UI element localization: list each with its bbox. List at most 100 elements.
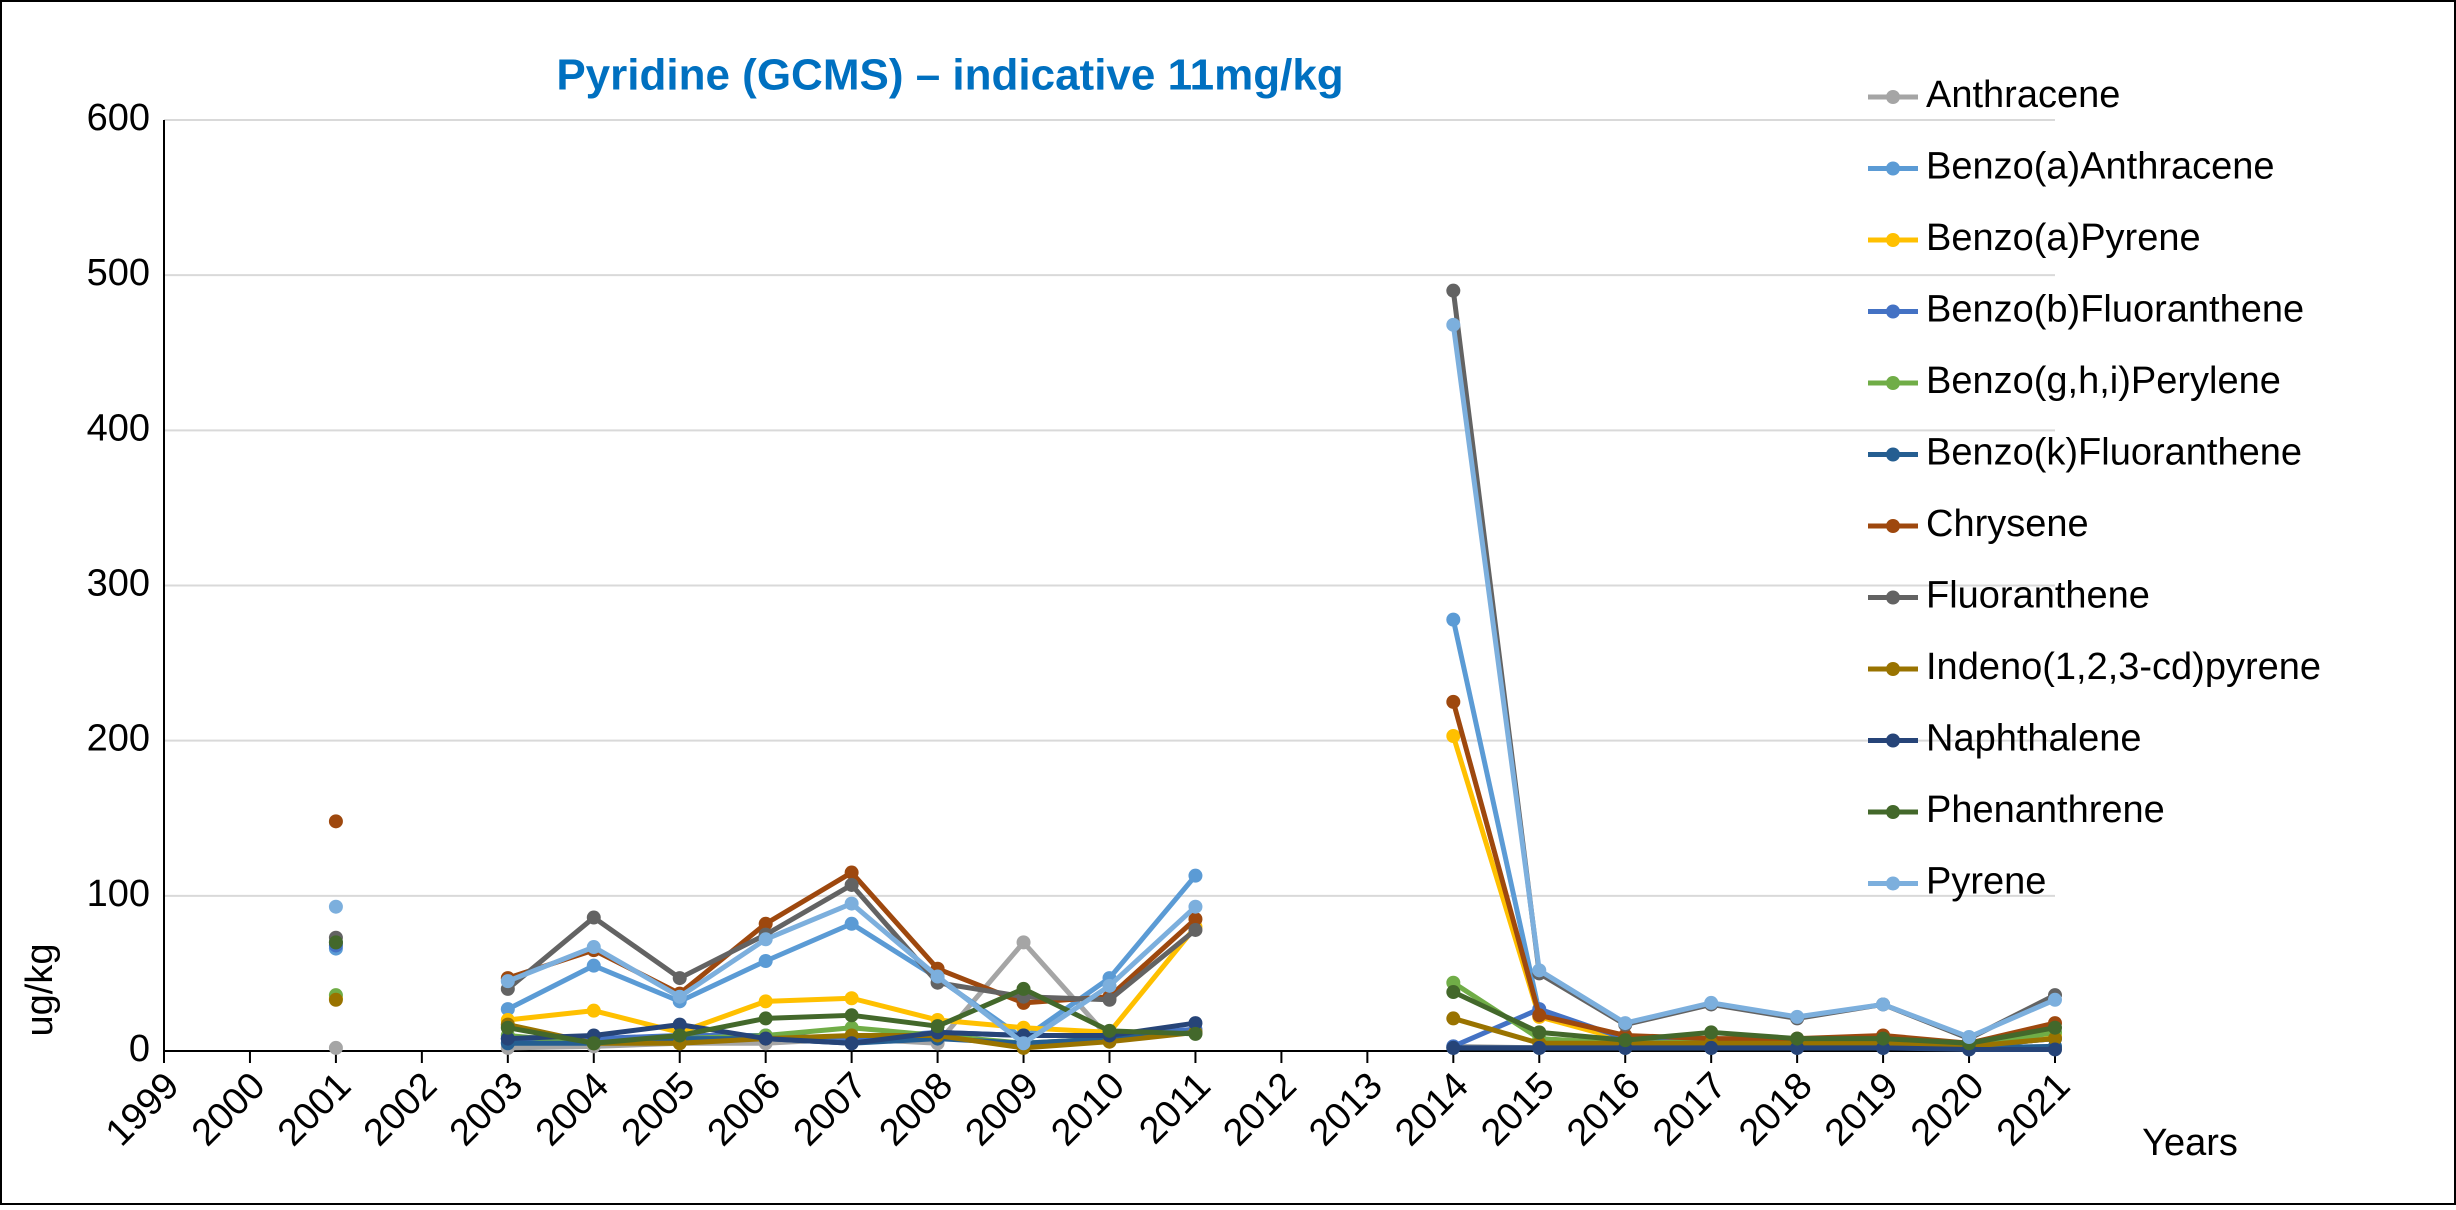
data-point (1790, 1031, 1805, 1046)
legend-marker (1886, 805, 1900, 819)
data-point (1704, 1040, 1719, 1055)
data-point (844, 865, 859, 880)
data-point (586, 1003, 601, 1018)
data-point (844, 1036, 859, 1051)
legend-marker (1886, 662, 1900, 676)
data-point (1446, 612, 1461, 627)
data-point (1446, 694, 1461, 709)
y-tick-label: 600 (87, 97, 150, 139)
y-axis-label: ug/kg (19, 944, 61, 1037)
data-point (672, 989, 687, 1004)
legend-label: Benzo(k)Fluoranthene (1926, 432, 2302, 474)
y-tick-label: 0 (129, 1028, 150, 1070)
legend-label: Benzo(g,h,i)Perylene (1926, 360, 2281, 402)
data-point (1188, 899, 1203, 914)
legend-marker (1886, 876, 1900, 891)
data-point (328, 935, 343, 950)
data-point (1446, 985, 1461, 1000)
data-point (1532, 1040, 1547, 1055)
data-point (1016, 935, 1031, 950)
data-point (1102, 992, 1117, 1007)
y-tick-label: 100 (87, 873, 150, 915)
data-point (1188, 1026, 1203, 1041)
legend-marker (1886, 376, 1900, 390)
data-point (500, 1020, 515, 1035)
data-point (1102, 1023, 1117, 1038)
data-point (844, 991, 859, 1006)
data-point (328, 1040, 343, 1055)
data-point (1876, 1031, 1891, 1046)
legend-marker (1886, 519, 1900, 533)
legend-label: Chrysene (1926, 503, 2089, 545)
data-point (328, 992, 343, 1007)
legend-label: Phenanthrene (1926, 789, 2165, 831)
data-point (1446, 1011, 1461, 1026)
data-point (1188, 912, 1203, 927)
data-point (1188, 868, 1203, 883)
data-point (758, 1011, 773, 1026)
legend-label: Indeno(1,2,3-cd)pyrene (1926, 646, 2321, 688)
data-point (586, 940, 601, 955)
data-point (1016, 981, 1031, 996)
data-point (758, 932, 773, 947)
data-point (1618, 1033, 1633, 1048)
legend-label: Benzo(b)Fluoranthene (1926, 289, 2304, 331)
data-point (1446, 1040, 1461, 1055)
data-point (586, 910, 601, 925)
legend-marker (1886, 590, 1900, 605)
data-point (1790, 1009, 1805, 1024)
data-point (1188, 1016, 1203, 1031)
data-point (1188, 922, 1203, 937)
data-point (2048, 1042, 2062, 1057)
legend-label: Naphthalene (1926, 718, 2142, 760)
legend-label: Fluoranthene (1926, 575, 2150, 617)
data-point (500, 1002, 515, 1017)
data-point (930, 969, 945, 984)
legend-marker (1886, 161, 1900, 176)
data-point (1446, 317, 1461, 332)
data-point (844, 877, 859, 892)
data-point (1446, 283, 1461, 298)
data-point (844, 896, 859, 911)
legend-label: Anthracene (1926, 74, 2120, 116)
data-point (500, 974, 515, 989)
data-point (328, 899, 343, 914)
data-point (2048, 1020, 2062, 1035)
y-tick-label: 200 (87, 718, 150, 760)
chart-title: Pyridine (GCMS) – indicative 11mg/kg (556, 51, 1343, 100)
data-point (930, 1019, 945, 1034)
data-point (1446, 729, 1461, 744)
data-point (328, 814, 343, 829)
data-point (1016, 1036, 1031, 1051)
data-point (1962, 1030, 1977, 1045)
data-point (844, 916, 859, 931)
data-point (672, 1017, 687, 1032)
legend-label: Pyrene (1926, 861, 2046, 903)
data-point (1102, 978, 1117, 993)
legend-label: Benzo(a)Pyrene (1926, 217, 2201, 259)
data-point (2048, 1031, 2062, 1046)
data-point (672, 1028, 687, 1043)
data-point (1704, 1025, 1719, 1040)
legend-label: Benzo(a)Anthracene (1926, 146, 2275, 188)
y-tick-label: 300 (87, 563, 150, 605)
legend-marker (1886, 733, 1900, 748)
data-point (1618, 1016, 1633, 1031)
data-point (500, 1031, 515, 1046)
legend-marker (1886, 304, 1900, 319)
data-point (1532, 1008, 1547, 1023)
legend-marker (1886, 233, 1900, 247)
data-point (758, 916, 773, 931)
y-tick-label: 500 (87, 252, 150, 294)
legend-marker (1886, 447, 1900, 462)
y-tick-label: 400 (87, 407, 150, 449)
data-point (758, 1031, 773, 1046)
x-axis-label: Years (2142, 1122, 2238, 1164)
data-point (1704, 995, 1719, 1010)
data-point (672, 971, 687, 986)
data-point (586, 1036, 601, 1051)
data-point (758, 994, 773, 1009)
data-point (2048, 992, 2062, 1007)
data-point (1532, 1025, 1547, 1040)
